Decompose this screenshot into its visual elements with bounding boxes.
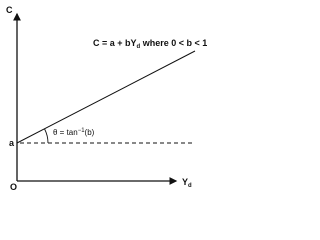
consumption-line <box>16 50 196 144</box>
x-axis-label-main: Y <box>182 177 188 187</box>
x-axis-label: Yd <box>182 177 192 189</box>
intercept-label: a <box>9 138 15 148</box>
page: C O a Yd θ = tan−1(b) C = a + bYd where … <box>6 5 208 192</box>
equation-after: where 0 < b < 1 <box>140 38 207 48</box>
angle-label: θ = tan−1(b) <box>53 128 95 137</box>
equation-sub: d <box>137 44 141 50</box>
angle-arc <box>44 128 49 144</box>
origin-label: O <box>10 182 17 192</box>
equation-before: C = a + bY <box>93 38 137 48</box>
x-axis-label-sub: d <box>188 183 192 189</box>
diagram: C O a Yd θ = tan−1(b) C = a + bYd where … <box>6 5 207 192</box>
equation: C = a + bYd where 0 < b < 1 <box>93 38 207 50</box>
angle-label-rest: (b) <box>85 128 95 137</box>
angle-label-main: θ = tan <box>53 128 78 137</box>
y-axis-label: C <box>6 5 13 15</box>
angle-label-sup: −1 <box>78 128 86 134</box>
